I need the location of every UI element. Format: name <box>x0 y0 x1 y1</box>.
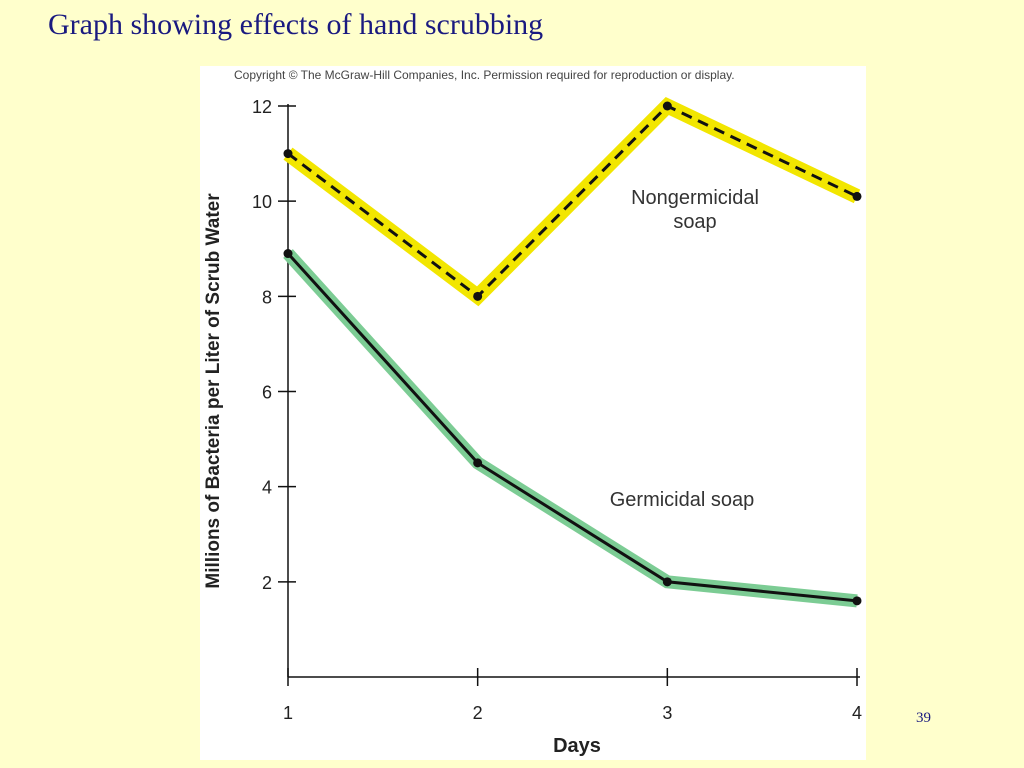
germicidal-highlight-band <box>283 249 858 608</box>
nongermicidal-series-line <box>287 104 858 299</box>
germicidal-data-point <box>852 596 862 606</box>
x-axis-label: Days <box>553 735 601 757</box>
y-axis-ticks: 2 4 6 8 10 12 <box>252 97 296 593</box>
x-axis-ticks: 1 2 3 4 <box>283 668 862 723</box>
page-number: 39 <box>916 710 931 726</box>
series-layer <box>283 96 862 608</box>
x-tick-label: 3 <box>662 703 672 723</box>
copyright-notice: Copyright © The McGraw-Hill Companies, I… <box>234 68 735 82</box>
nongermicidal-series-label: Nongermicidal <box>631 187 759 209</box>
nongermicidal-data-point <box>852 191 862 201</box>
y-tick-label: 4 <box>262 478 272 498</box>
germicidal-data-point <box>283 249 293 259</box>
y-tick-label: 8 <box>262 287 272 307</box>
germicidal-series-line <box>286 252 858 603</box>
germicidal-series-label: Germicidal soap <box>610 489 755 511</box>
y-tick-label: 12 <box>252 97 272 117</box>
nongermicidal-series-label: soap <box>673 211 716 233</box>
x-tick-label: 2 <box>473 703 483 723</box>
chart-panel: Copyright © The McGraw-Hill Companies, I… <box>200 66 866 760</box>
germicidal-data-point <box>662 577 672 587</box>
slide-title: Graph showing effects of hand scrubbing <box>48 8 544 41</box>
y-tick-label: 10 <box>252 192 272 212</box>
nongermicidal-highlight-band <box>283 96 861 307</box>
y-tick-label: 2 <box>262 573 272 593</box>
y-tick-label: 6 <box>262 383 272 403</box>
germicidal-data-point <box>473 458 483 468</box>
nongermicidal-data-point <box>662 101 672 111</box>
x-tick-label: 1 <box>283 703 293 723</box>
nongermicidal-data-point <box>473 291 483 301</box>
x-tick-label: 4 <box>852 703 862 723</box>
nongermicidal-data-point <box>283 149 293 159</box>
y-axis-label: Millions of Bacteria per Liter of Scrub … <box>203 193 224 589</box>
